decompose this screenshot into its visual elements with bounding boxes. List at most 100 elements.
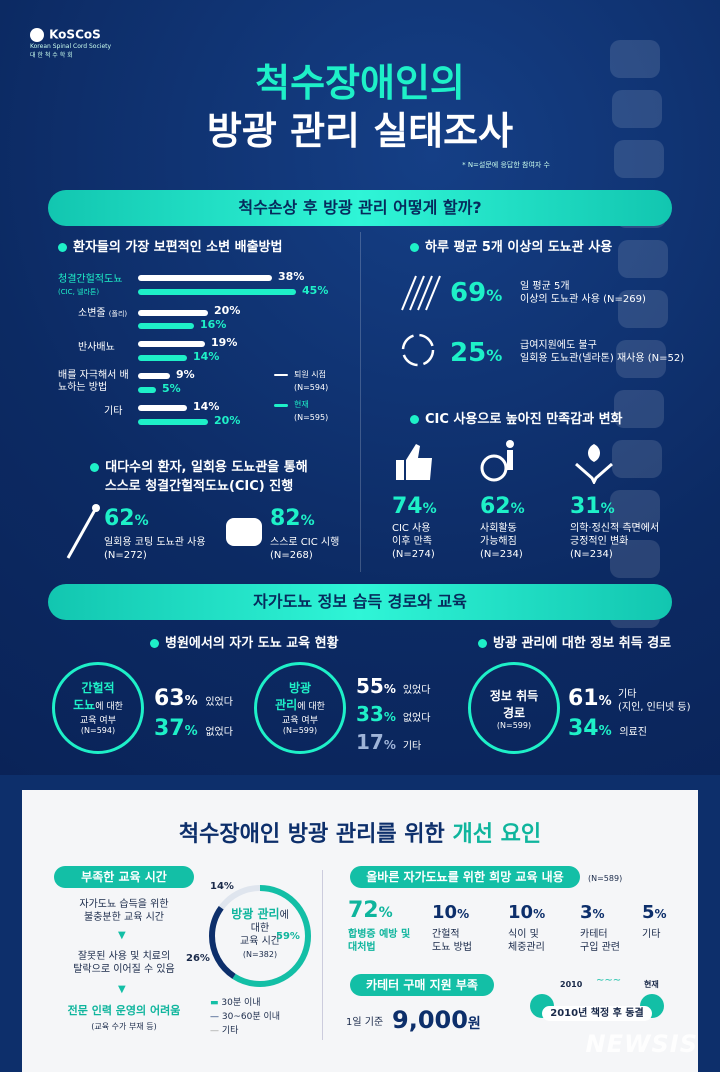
thumbs-up-icon [396, 444, 432, 480]
hospital-circle-2: 방광 관리에 대한 교육 여부 (N=599) [254, 662, 346, 754]
bullet-dot-icon [478, 639, 487, 648]
cic-text-2: 스스로 CIC 시행 (N=268) [270, 537, 340, 561]
hope-pct-2: 10% [432, 902, 470, 923]
catheter-amount: 9,000원 [392, 1006, 481, 1034]
hospital-heading: 병원에서의 자가 도뇨 교육 현황 [150, 632, 339, 651]
edu-step-3: 전문 인력 운영의 어려움 [67, 1004, 181, 1017]
voiding-now-etc: 20% [214, 414, 241, 427]
voiding-label-etc: 기타 [104, 406, 123, 417]
hope-pill: 올바른 자가도뇨를 위한 희망 교육 내용 [350, 866, 580, 888]
voiding-bar-past-foley [138, 310, 208, 316]
legend-now: 현재 (N=595) [294, 400, 329, 422]
voiding-label-cic: 청결간헐적도뇨 (CIC, 넬라톤) [58, 274, 123, 296]
info-heading-text: 방광 관리에 대한 정보 취득 경로 [493, 636, 672, 651]
voiding-label-abdominal: 배를 자극해서 배뇨하는 방법 [58, 370, 129, 393]
satisfaction-pct-1: 74% [392, 494, 437, 519]
wave-icon: ∼∼∼ [596, 975, 622, 986]
edu-step-1: 자가도뇨 습득을 위한 불충분한 교육 시간 [79, 899, 169, 923]
voiding-bar-now-cic [138, 289, 296, 295]
hospital-c2-l3: 교육 여부 [282, 716, 318, 726]
donut-pct-3: 14% [210, 881, 234, 892]
hospital-c1-yes: 63% 있었다 [154, 686, 233, 711]
voiding-bar-past-abdominal [138, 373, 170, 379]
improvement-panel: 척수장애인 방광 관리를 위한 개선 요인 부족한 교육 시간 자가도뇨 습득을… [22, 790, 698, 1072]
hospital-c1-l2: 도뇨에 대한 [73, 698, 123, 712]
cic-heading: 대다수의 환자, 일회용 도뇨관을 통해 스스로 청결간헐적도뇨(CIC) 진행 [84, 456, 314, 494]
legend-now-swatch [274, 404, 288, 407]
hope-text-3: 식이 및 체중관리 [508, 929, 545, 953]
hospital-c2-etc: 17% 기타 [356, 730, 422, 754]
info-l1: 정보 취득 [489, 689, 539, 703]
voiding-bar-past-reflex [138, 341, 205, 347]
voiding-bar-now-reflex [138, 355, 187, 361]
voiding-past-etc: 14% [193, 400, 220, 413]
voiding-past-reflex: 19% [211, 336, 238, 349]
voiding-heading: 환자들의 가장 보편적인 소변 배출방법 [58, 236, 282, 255]
voiding-heading-text: 환자들의 가장 보편적인 소변 배출방법 [73, 240, 283, 255]
bullet-dot-icon [410, 243, 419, 252]
bullet-dot-icon [150, 639, 159, 648]
logo-subtitle-en: Korean Spinal Cord Society [30, 43, 112, 50]
hospital-c2-n: (N=599) [282, 726, 318, 735]
voiding-past-foley: 20% [214, 304, 241, 317]
catheter-daily-label: 1일 기준 [346, 1017, 384, 1028]
daily-heading-text: 하루 평균 5개 이상의 도뇨관 사용 [425, 240, 613, 255]
voiding-bar-past-cic [138, 275, 272, 281]
edu-pill: 부족한 교육 시간 [54, 866, 194, 888]
title-line1: 척수장애인의 [255, 61, 465, 105]
bullet-dot-icon [58, 243, 67, 252]
cic-pct-2: 82% [270, 506, 315, 531]
hospital-c1-l1: 간헐적 [81, 681, 115, 695]
logo-mark-icon [30, 27, 44, 42]
voiding-bar-now-foley [138, 323, 194, 329]
hope-text-1: 합병증 예방 및 대처법 [348, 929, 411, 953]
daily-pct-2: 25% [450, 338, 503, 368]
section2-banner: 자가도뇨 정보 습득 경로와 교육 [48, 584, 672, 620]
hospital-c1-l3: 교육 여부 [80, 716, 116, 726]
hope-pct-3: 10% [508, 902, 546, 923]
daily-heading: 하루 평균 5개 이상의 도뇨관 사용 [410, 236, 612, 255]
info-circle: 정보 취득 경로 (N=599) [468, 662, 560, 754]
catheter-year-start: 2010 [560, 980, 583, 989]
logo-subtitle-ko: 대 한 척 수 학 회 [30, 52, 73, 59]
edu-time-donut [209, 885, 311, 987]
hospital-c1-n: (N=594) [80, 726, 116, 735]
wheelchair-icon [480, 440, 514, 482]
voiding-now-reflex: 14% [193, 350, 220, 363]
voiding-bar-past-etc [138, 405, 187, 411]
voiding-label-reflex: 반사배뇨 [78, 342, 115, 353]
koscos-logo: KoSCoS Korean Spinal Cord Society 대 한 척 … [30, 24, 111, 59]
edu-step-2: 잘못된 사용 및 치료의 탈락으로 이어질 수 있음 [73, 951, 175, 975]
cic-text-1: 일회용 코팅 도뇨관 사용 (N=272) [104, 537, 206, 561]
section1-divider [360, 232, 361, 572]
newsis-watermark: NEWSIS [585, 1030, 698, 1058]
voiding-bar-now-etc [138, 419, 208, 425]
edu-step-3-note: (교육 수가 부재 등) [91, 1022, 157, 1031]
satisfaction-text-2: 사회활동 가능해짐 (N=234) [480, 523, 523, 560]
hands-leaf-icon [575, 444, 613, 484]
voiding-now-abdominal: 5% [162, 382, 181, 395]
info-n: (N=599) [496, 721, 532, 730]
catheters-icon [401, 275, 441, 311]
legend-past: 퇴원 시점 (N=594) [294, 370, 329, 392]
satisfaction-pct-2: 62% [480, 494, 525, 519]
satisfaction-heading-text: CIC 사용으로 높아진 만족감과 변화 [425, 412, 623, 427]
hope-text-5: 기타 [642, 929, 661, 940]
catheter-year-now: 현재 [644, 980, 659, 989]
voiding-past-cic: 38% [278, 270, 305, 283]
daily-text-2: 급여지원에도 불구 일회용 도뇨관(넬라톤) 재사용 (N=52) [520, 340, 685, 364]
voiding-bar-now-abdominal [138, 387, 156, 393]
hospital-c2-l1: 방광 [288, 681, 312, 695]
donut-legend: ▬ 30분 이내 — 30~60분 이내 — 기타 [210, 998, 281, 1036]
hope-text-4: 카테터 구입 관련 [580, 929, 620, 953]
satisfaction-text-1: CIC 사용 이후 만족 (N=274) [392, 523, 435, 560]
logo-name: KoSCoS [49, 27, 101, 42]
section1-banner: 척수손상 후 방광 관리 어떻게 할까? [48, 190, 672, 226]
self-cic-icon [226, 518, 262, 546]
bullet-dot-icon [410, 415, 419, 424]
daily-text-1: 일 평균 5개 이상의 도뇨관 사용 (N=269) [520, 281, 646, 305]
donut-pct-1: 59% [276, 931, 300, 942]
voiding-now-foley: 16% [200, 318, 227, 331]
legend-past-swatch [274, 374, 288, 376]
bottom-divider [322, 870, 323, 1040]
